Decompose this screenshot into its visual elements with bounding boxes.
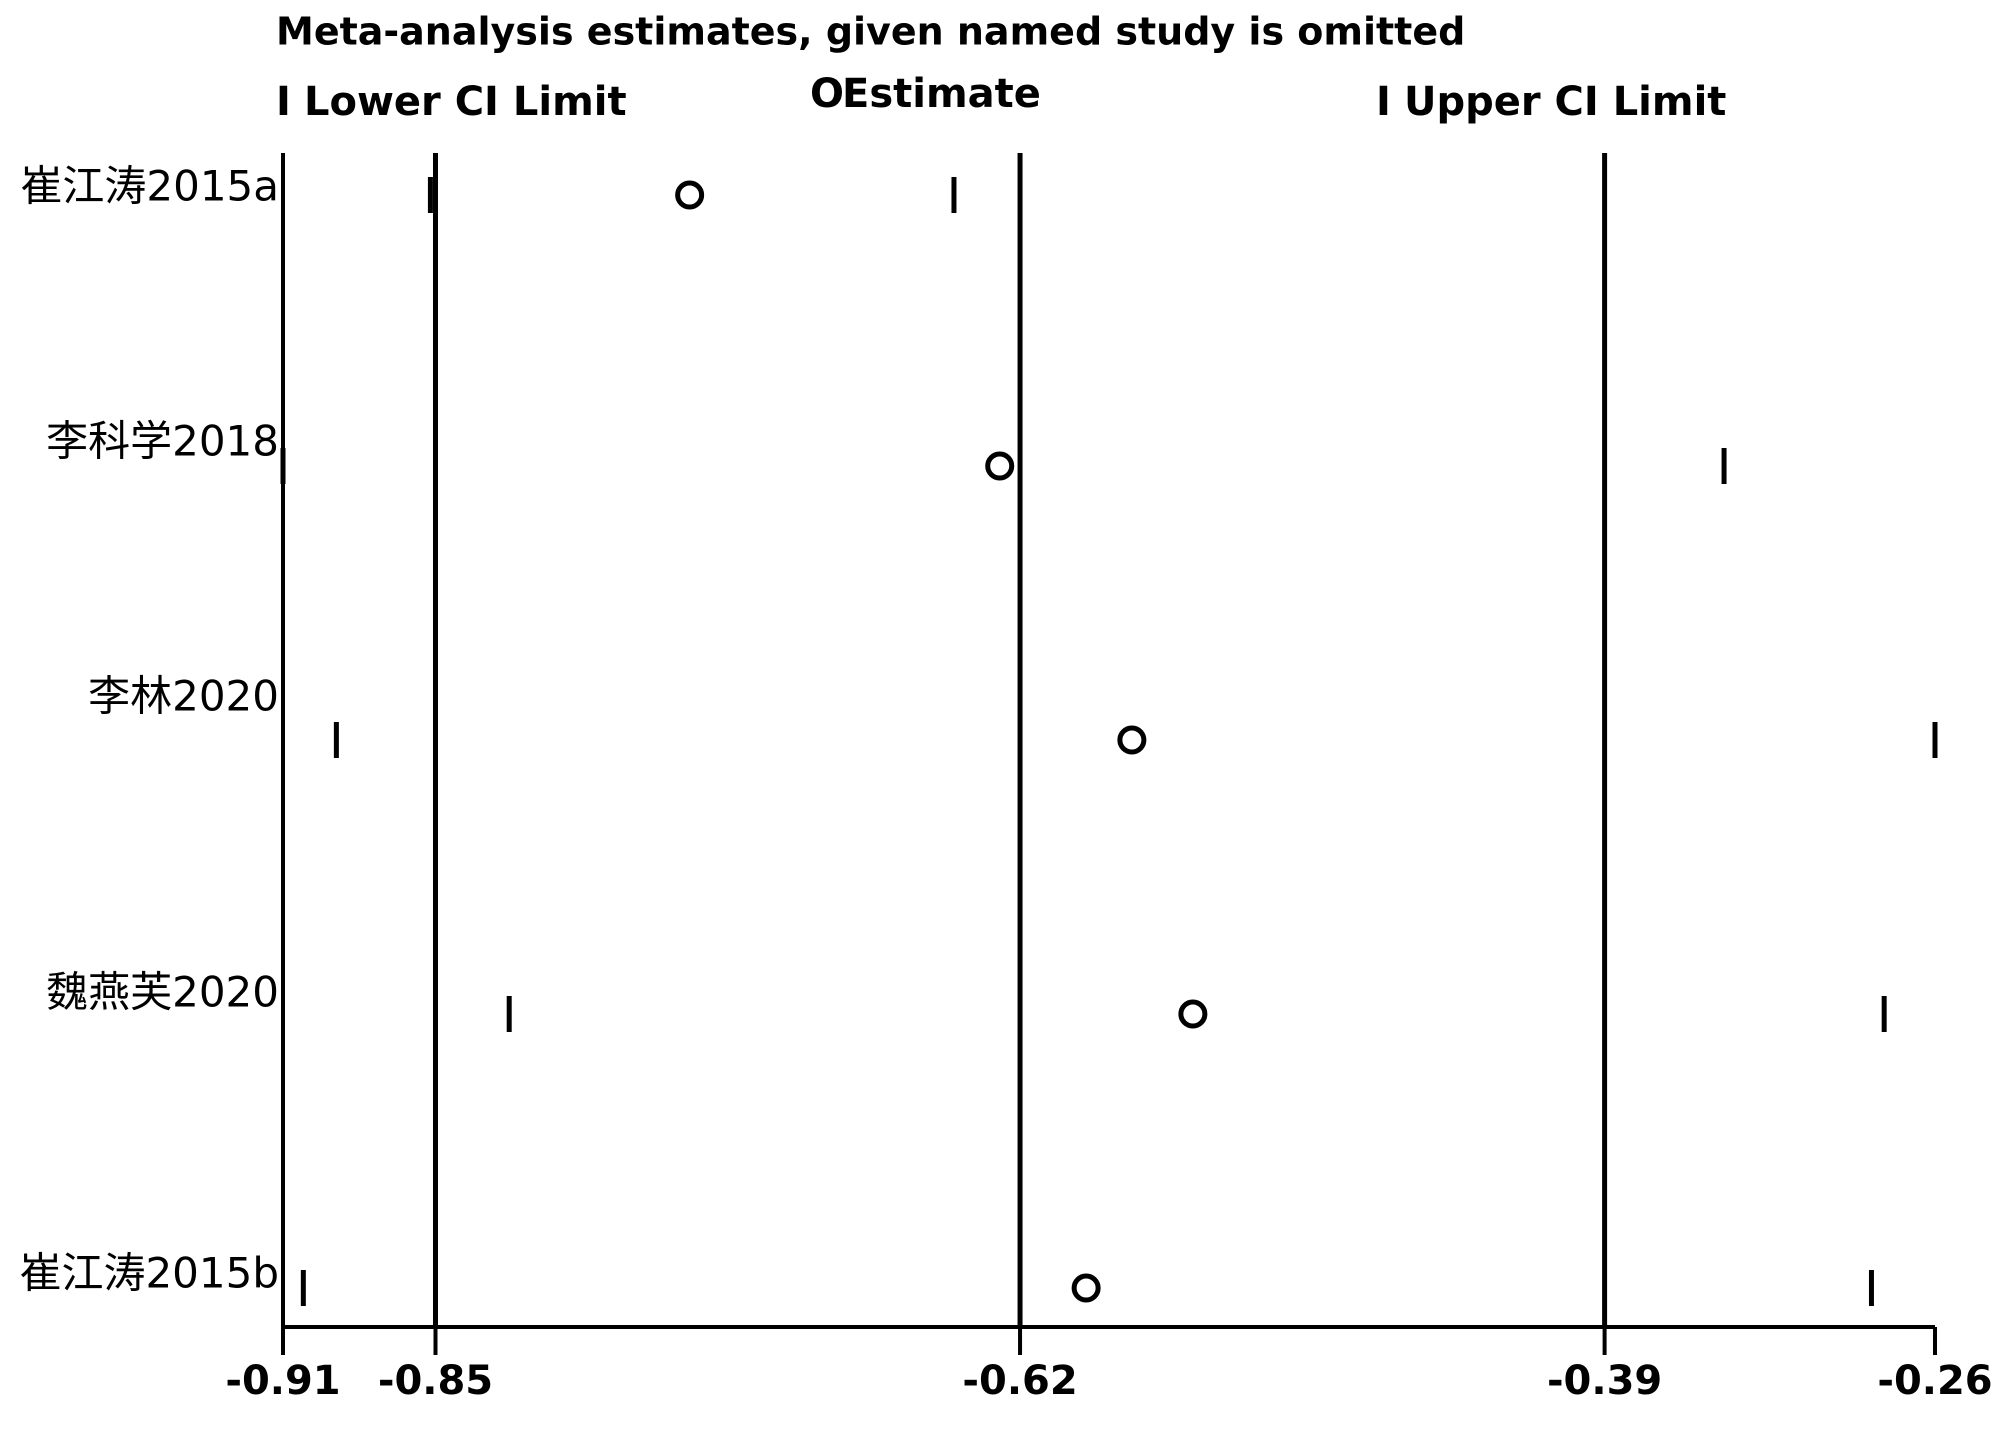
y-tick-label: 崔江涛2015a: [20, 162, 279, 211]
x-tick-label: -0.85: [378, 1358, 493, 1404]
legend-marker: O: [810, 71, 844, 117]
legend-label: Lower CI Limit: [304, 79, 627, 125]
estimate-point: [985, 451, 1015, 481]
legend-label: Estimate: [842, 71, 1041, 117]
legend-marker: I: [1376, 79, 1391, 125]
x-tick-label: -0.62: [962, 1358, 1077, 1404]
chart-title: Meta-analysis estimates, given named stu…: [276, 10, 1465, 54]
y-tick-label: 魏燕芙2020: [46, 968, 279, 1017]
x-tick-label: -0.26: [1877, 1358, 1992, 1404]
y-tick-label: 李科学2018: [46, 417, 279, 466]
estimate-point: [1117, 725, 1147, 755]
estimate-point: [1178, 999, 1208, 1029]
estimate-point: [675, 180, 705, 210]
legend-marker: I: [276, 79, 291, 125]
x-tick-label: -0.91: [225, 1358, 340, 1404]
x-tick-label: -0.39: [1547, 1358, 1662, 1404]
y-tick-label: 李林2020: [88, 672, 279, 721]
estimate-point: [1071, 1273, 1101, 1303]
legend-label: Upper CI Limit: [1404, 79, 1726, 125]
y-tick-label: 崔江涛2015b: [19, 1249, 279, 1298]
